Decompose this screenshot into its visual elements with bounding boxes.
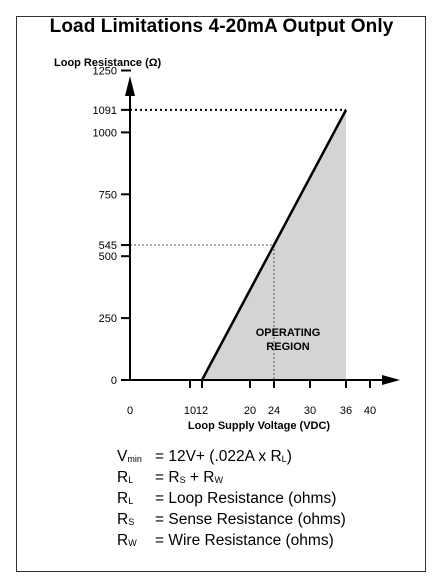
equation-rhs: = R <box>155 469 180 486</box>
equations-block: Vmin = 12V+ (.022A x RL) RL = RS + RW RL = Lo… <box>117 446 346 551</box>
equation-rhs: = Loop Resistance (ohms) <box>155 490 337 507</box>
x-tick-label-12: 12 <box>196 405 208 417</box>
x-tick-label-0: 0 <box>127 405 133 417</box>
y-tick-label-1091: 1091 <box>93 105 117 117</box>
load-line <box>200 109 348 381</box>
y-tick-label-500: 500 <box>99 251 117 263</box>
x-tick-label-40: 40 <box>364 405 376 417</box>
x-axis-arrow <box>382 375 400 385</box>
y-tick-label-250: 250 <box>99 313 117 325</box>
region-label-line2: REGION <box>266 341 309 353</box>
equation-row: RL = RS + RW <box>117 467 346 488</box>
x-tick-label-24: 24 <box>268 405 280 417</box>
equation-rhs: = 12V+ (.022A x R <box>155 448 282 465</box>
y-axis-arrow <box>125 76 135 96</box>
equation-symbol: RL <box>117 469 134 486</box>
equation-row: Vmin = 12V+ (.022A x RL) <box>117 446 346 467</box>
x-tick-label-30: 30 <box>304 405 316 417</box>
x-axis-label: Loop Supply Voltage (VDC) <box>188 420 331 432</box>
equation-row: RL = Loop Resistance (ohms) <box>117 488 346 509</box>
y-tick-label-0: 0 <box>111 375 117 387</box>
equation-symbol: Vmin <box>117 448 142 465</box>
y-tick-label-750: 750 <box>99 189 117 201</box>
equation-rhs: = Sense Resistance (ohms) <box>155 511 346 528</box>
y-tick-label-1250: 1250 <box>93 66 117 78</box>
equation-symbol: RL <box>117 490 134 507</box>
y-tick-label-1000: 1000 <box>93 127 117 139</box>
x-tick-label-20: 20 <box>244 405 256 417</box>
region-label-line1: OPERATING <box>256 327 321 339</box>
x-tick-label-10: 10 <box>184 405 196 417</box>
equation-row: RW = Wire Resistance (ohms) <box>117 530 346 551</box>
chart-title: Load Limitations 4-20mA Output Only <box>49 16 394 37</box>
figure-frame <box>16 16 426 572</box>
equation-symbol: RS <box>117 511 135 528</box>
x-tick-label-36: 36 <box>340 405 352 417</box>
equation-row: RS = Sense Resistance (ohms) <box>117 509 346 530</box>
equation-rhs: = Wire Resistance (ohms) <box>155 532 334 549</box>
y-axis-label: Loop Resistance (Ω) <box>54 57 162 69</box>
y-tick-label-545: 545 <box>99 240 117 252</box>
equation-symbol: RW <box>117 532 137 549</box>
